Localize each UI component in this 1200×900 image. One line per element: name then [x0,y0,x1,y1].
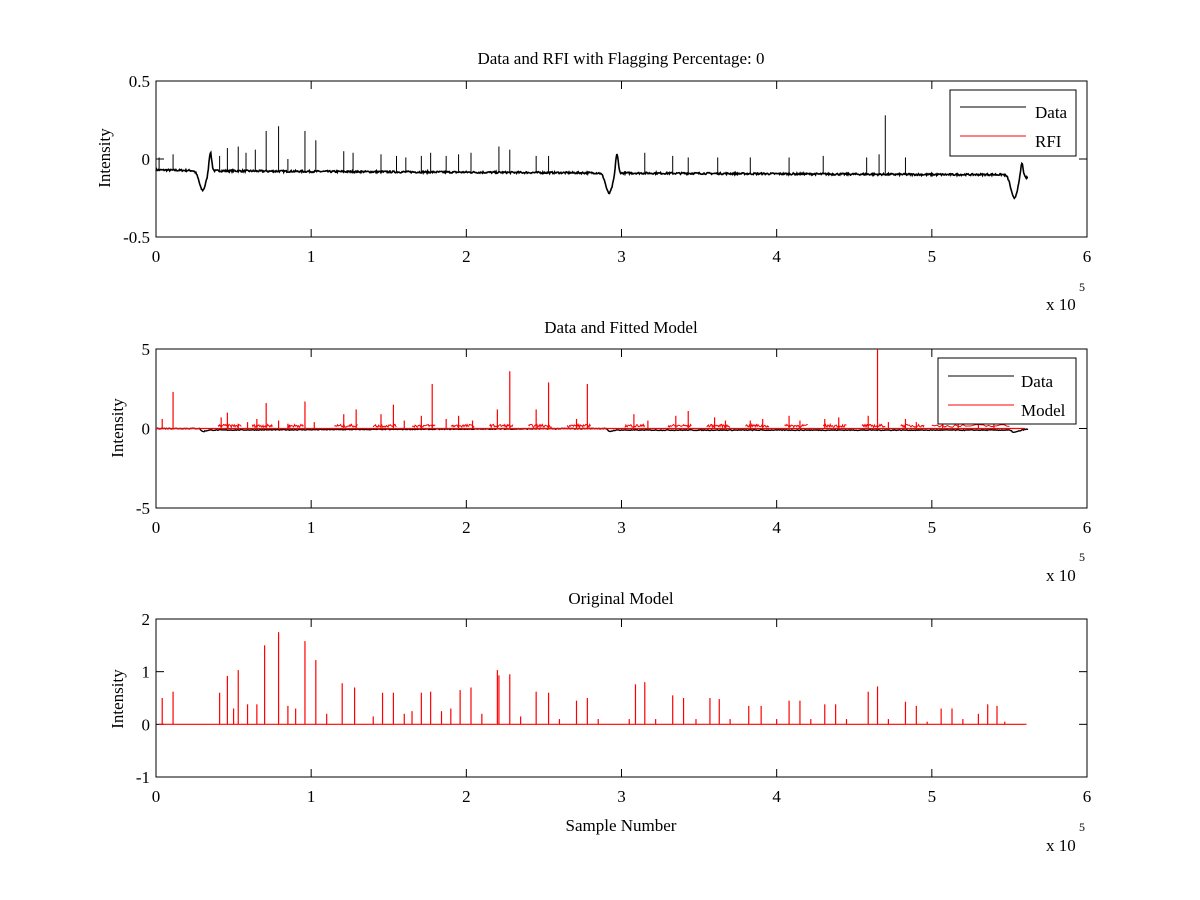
x-tick-label: 5 [928,518,937,537]
y-tick-label: -0.5 [123,228,150,247]
subplot-3-title: Original Model [568,589,674,608]
model-bump [861,423,886,429]
y-tick-label: 0.5 [129,72,150,91]
model-bump [624,423,646,428]
legend-label-model: Model [1021,401,1066,420]
subplot-1-title: Data and RFI with Flagging Percentage: 0 [477,49,764,68]
x-tick-label: 0 [152,247,161,266]
x-tick-label: 5 [928,247,937,266]
x-tick-label: 4 [772,787,781,806]
x-tick-label: 4 [772,518,781,537]
subplot-1-exponent: x 10 5 [1046,280,1085,314]
x-tick-label: 6 [1083,787,1092,806]
x-tick-label: 0 [152,518,161,537]
x-tick-label: 6 [1083,518,1092,537]
legend-box [949,89,1077,157]
model-bump [334,423,358,428]
y-tick-label: 1 [142,663,151,682]
x-tick-label: 1 [307,787,316,806]
x-tick-label: 1 [307,518,316,537]
model-bump [450,423,475,429]
y-tick-label: -1 [136,768,150,787]
y-tick-label: 0 [142,420,151,439]
model-bump [411,423,436,429]
subplot-3-xlabel: Sample Number [566,816,677,835]
x-tick-label: 3 [617,247,626,266]
legend-label-rfi: RFI [1035,132,1062,151]
subplot-2-exponent: x 10 5 [1046,550,1085,585]
model-bump [931,423,1010,428]
model-bump [489,423,514,429]
model-bump [528,423,552,429]
model-bump [566,422,591,429]
y-tick-label: -5 [136,499,150,518]
model-bump [784,423,808,429]
subplot-1: Data and RFI with Flagging Percentage: 0… [95,49,1091,314]
series-data-line [155,150,1029,200]
model-bump [251,423,273,429]
subplot-3-exponent-power: 5 [1079,820,1085,834]
x-tick-label: 6 [1083,247,1092,266]
y-tick-label: 5 [142,340,151,359]
legend-box [937,357,1077,425]
subplot-2: Data and Fitted Model Intensity x 10 5 0… [108,318,1091,585]
model-bump [287,423,304,429]
subplot-3-ylabel: Intensity [108,669,127,729]
subplot-3-exponent: x 10 5 [1046,820,1085,855]
y-tick-label: 0 [142,715,151,734]
subplot-1-exponent-power: 5 [1079,280,1085,294]
y-tick-label: 2 [142,610,151,629]
model-bump [706,422,731,429]
subplot-1-ylabel: Intensity [95,128,114,188]
subplot-2-title: Data and Fitted Model [544,318,698,337]
x-tick-label: 2 [462,247,471,266]
subplot-2-legend: Data Model [937,357,1077,425]
x-tick-label: 2 [462,787,471,806]
subplot-3: Original Model Intensity Sample Number x… [108,589,1091,855]
subplot-3-exponent-base: x 10 [1046,836,1076,855]
model-bump [372,423,397,429]
model-bump [667,423,692,428]
x-tick-label: 4 [772,247,781,266]
subplot-2-exponent-base: x 10 [1046,566,1076,585]
model-bump [217,423,242,429]
x-tick-label: 3 [617,518,626,537]
legend-label-data: Data [1035,103,1068,122]
subplot-1-legend: Data RFI [949,89,1077,157]
x-tick-label: 1 [307,247,316,266]
x-tick-label: 2 [462,518,471,537]
model-bump [822,422,847,429]
x-tick-label: 5 [928,787,937,806]
subplot-1-exponent-base: x 10 [1046,295,1076,314]
subplot-2-exponent-power: 5 [1079,550,1085,564]
x-tick-label: 3 [617,787,626,806]
x-tick-label: 0 [152,787,161,806]
subplot-1-plot-area: 0 1 2 3 4 5 6-0.500.5 [123,72,1091,266]
legend-label-data: Data [1021,372,1054,391]
subplot-2-ylabel: Intensity [108,398,127,458]
model-bump [745,422,770,428]
y-tick-label: 0 [142,150,151,169]
model-bump [900,423,925,429]
subplot-2-plot-area: 0 1 2 3 4 5 6-505 [136,340,1091,537]
